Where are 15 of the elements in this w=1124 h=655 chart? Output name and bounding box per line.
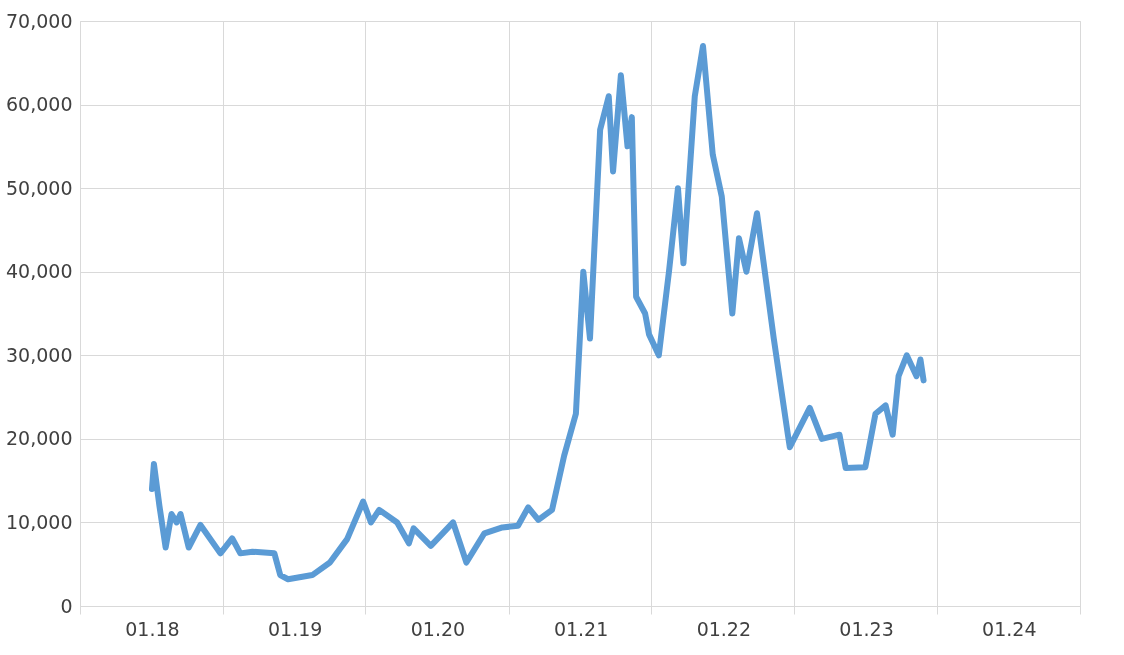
x-tick-label: 01.18 — [125, 617, 180, 640]
y-tick-label: 60,000 — [6, 93, 73, 116]
y-tick-label: 50,000 — [6, 176, 73, 199]
x-tick-label: 01.22 — [696, 617, 752, 640]
y-tick-label: 30,000 — [6, 343, 73, 366]
y-tick-label: 0 — [60, 594, 73, 617]
y-tick-label: 20,000 — [6, 427, 73, 450]
x-tick-label: 01.21 — [553, 617, 609, 640]
x-tick-label: 01.23 — [839, 617, 894, 640]
x-tick-label: 01.19 — [268, 617, 323, 640]
y-tick-label: 70,000 — [6, 9, 73, 32]
x-tick-label: 01.24 — [982, 617, 1037, 640]
y-tick-label: 10,000 — [6, 510, 73, 533]
y-tick-label: 40,000 — [6, 260, 73, 283]
x-tick-label: 01.20 — [410, 617, 466, 640]
